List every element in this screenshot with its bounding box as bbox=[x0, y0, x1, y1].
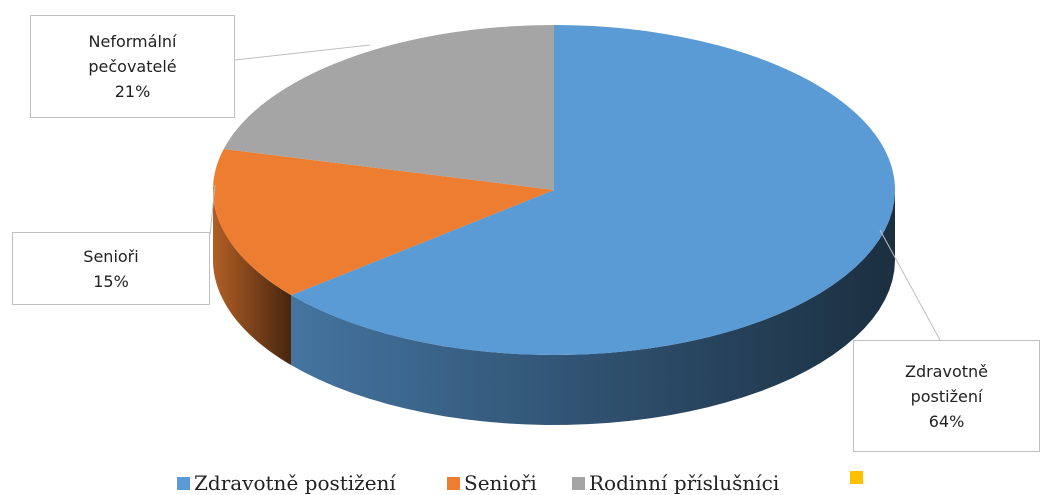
legend-item: Senioři bbox=[447, 471, 537, 495]
legend-item: Zdravotně postižení bbox=[177, 471, 396, 495]
leader-line bbox=[209, 184, 216, 236]
legend-item bbox=[850, 471, 867, 484]
slice bbox=[223, 25, 554, 190]
legend-swatch bbox=[177, 476, 190, 490]
legend-swatch bbox=[447, 476, 460, 490]
legend-swatch bbox=[850, 471, 863, 484]
legend-label: Senioři bbox=[464, 471, 537, 495]
label-name: Zdravotně postižení bbox=[904, 361, 988, 406]
slice-side bbox=[291, 190, 895, 425]
data-label: Zdravotně postižení 64% bbox=[853, 340, 1040, 452]
slice bbox=[212, 148, 554, 296]
label-name: Senioři bbox=[83, 246, 139, 266]
data-label: Neformální pečovatelé 21% bbox=[30, 15, 235, 118]
leader-line bbox=[879, 229, 941, 341]
label-value: 64% bbox=[928, 411, 965, 431]
slice-side bbox=[213, 190, 292, 366]
label-name: Neformální pečovatelé bbox=[88, 32, 177, 76]
legend-label: Rodinní příslušníci bbox=[589, 471, 780, 495]
data-label: Senioři 15% bbox=[12, 232, 210, 305]
legend-swatch bbox=[572, 476, 585, 490]
label-value: 15% bbox=[93, 271, 129, 291]
slice bbox=[291, 25, 895, 355]
legend-label: Zdravotně postižení bbox=[194, 471, 396, 495]
leader-line bbox=[234, 44, 371, 61]
legend-item: Rodinní příslušníci bbox=[572, 471, 779, 495]
label-value: 21% bbox=[114, 82, 151, 101]
